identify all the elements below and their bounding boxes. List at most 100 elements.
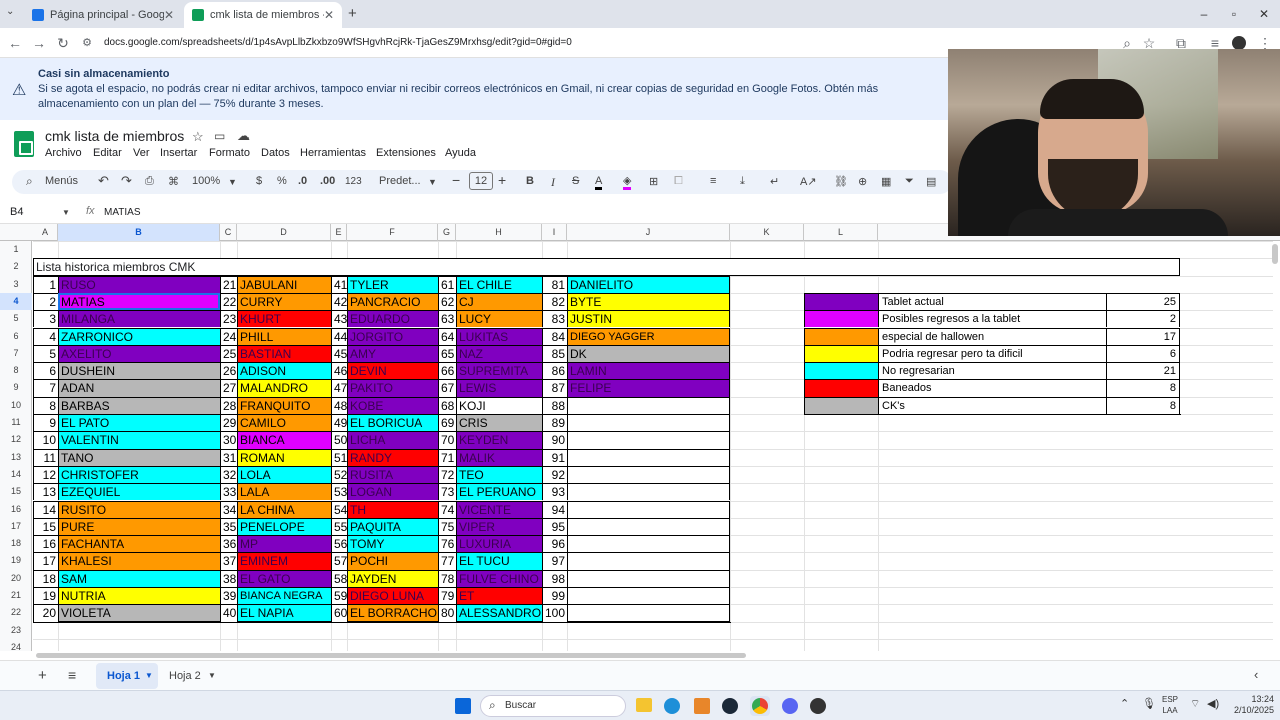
member-name[interactable]: RANDY [347,448,438,466]
profile-avatar[interactable] [1232,36,1246,50]
member-number[interactable]: 63 [438,310,456,328]
back-icon[interactable]: ← [8,35,22,51]
steam-icon[interactable] [722,698,738,714]
member-number[interactable]: 6 [33,362,58,380]
member-name[interactable] [567,604,730,622]
member-number[interactable]: 11 [33,448,58,466]
member-name[interactable]: EL PERUANO [456,483,542,501]
member-name[interactable]: TH [347,500,438,518]
member-number[interactable]: 95 [542,517,567,536]
member-name[interactable]: DIEGO LUNA [347,587,438,605]
member-number[interactable]: 67 [438,379,456,397]
member-name[interactable]: AXELITO [58,344,220,363]
row-header-17[interactable]: 17 [10,520,21,531]
discord-icon[interactable] [782,698,798,714]
extensions-icon[interactable]: ⧉ [1176,35,1186,51]
legend-swatch[interactable] [804,396,878,414]
member-name[interactable]: JORGITO [347,327,438,345]
legend-count[interactable]: 21 [1106,362,1180,380]
member-name[interactable]: TEO [456,465,542,484]
member-number[interactable]: 97 [542,552,567,570]
zoom-icon[interactable]: ⌕ [1123,35,1131,51]
legend-count[interactable]: 8 [1106,396,1180,414]
member-number[interactable]: 50 [331,431,347,449]
member-name[interactable]: POCHI [347,552,438,570]
member-number[interactable]: 48 [331,396,347,414]
member-number[interactable]: 80 [438,604,456,622]
member-name[interactable]: TANO [58,448,220,466]
member-number[interactable]: 56 [331,535,347,553]
member-number[interactable]: 7 [33,379,58,397]
member-name[interactable]: ADAN [58,379,220,397]
system-tray-chevron-icon[interactable]: ⌃ [1120,698,1130,710]
font-size-increase-icon[interactable]: + [498,172,507,188]
volume-icon[interactable]: ◀) [1207,698,1220,710]
member-name[interactable]: EDUARDO [347,310,438,328]
member-number[interactable]: 25 [220,344,237,363]
member-number[interactable]: 82 [542,292,567,311]
menu-extensiones[interactable]: Extensiones [376,147,436,159]
member-number[interactable]: 100 [542,604,567,622]
row-header-5[interactable]: 5 [13,313,19,324]
member-number[interactable]: 52 [331,465,347,484]
close-tab-icon[interactable]: ✕ [163,8,174,22]
member-name[interactable]: LA CHINA [237,500,331,518]
horizontal-scrollbar[interactable] [36,653,746,658]
member-name[interactable]: LUXURIA [456,535,542,553]
member-number[interactable]: 91 [542,448,567,466]
member-number[interactable]: 24 [220,327,237,345]
member-name[interactable]: PAKITO [347,379,438,397]
member-number[interactable]: 8 [33,396,58,414]
document-title[interactable]: cmk lista de miembros [45,128,185,144]
row-header-7[interactable]: 7 [13,347,19,358]
italic-button[interactable]: I [551,175,555,189]
vertical-scrollbar[interactable] [1272,244,1278,264]
member-name[interactable]: KEYDEN [456,431,542,449]
tab-list-button[interactable]: ⌄ [6,6,15,17]
member-name[interactable]: DUSHEIN [58,362,220,380]
member-name[interactable]: CHRISTOFER [58,465,220,484]
member-number[interactable]: 64 [438,327,456,345]
member-name[interactable]: PURE [58,517,220,536]
column-header-c[interactable]: C [220,224,237,241]
font-size-decrease-icon[interactable]: − [452,172,461,188]
member-name[interactable] [567,483,730,501]
member-number[interactable]: 17 [33,552,58,570]
member-name[interactable]: KOBE [347,396,438,414]
legend-label[interactable]: No regresarian [878,362,1106,380]
member-number[interactable]: 5 [33,344,58,363]
member-name[interactable]: LALA [237,483,331,501]
legend-label[interactable]: Baneados [878,379,1106,397]
member-number[interactable]: 68 [438,396,456,414]
member-number[interactable]: 51 [331,448,347,466]
menu-search[interactable]: Menús [45,175,79,187]
row-header-9[interactable]: 9 [13,382,19,393]
member-number[interactable]: 14 [33,500,58,518]
column-header-l[interactable]: L [804,224,878,241]
insert-comment-icon[interactable]: ⊕ [858,176,868,188]
row-header-24[interactable]: 24 [10,641,21,652]
member-name[interactable]: VIOLETA [58,604,220,622]
new-tab-button[interactable]: + [348,5,357,22]
member-name[interactable]: FELIPE [567,379,730,397]
undo-icon[interactable]: ↶ [98,173,109,188]
legend-count[interactable]: 8 [1106,379,1180,397]
member-number[interactable]: 71 [438,448,456,466]
member-name[interactable]: LUKITAS [456,327,542,345]
member-name[interactable]: VIPER [456,517,542,536]
row-header-22[interactable]: 22 [10,607,21,618]
forward-icon[interactable]: → [32,35,46,51]
member-name[interactable]: SAM [58,569,220,587]
member-name[interactable]: BYTE [567,292,730,311]
member-name[interactable]: TOMY [347,535,438,553]
legend-count[interactable]: 25 [1106,292,1180,311]
member-number[interactable]: 40 [220,604,237,622]
member-name[interactable]: FACHANTA [58,535,220,553]
column-header-b[interactable]: B [58,224,220,241]
member-number[interactable]: 88 [542,396,567,414]
member-name[interactable]: CJ [456,292,542,311]
member-name[interactable]: JAYDEN [347,569,438,587]
member-name[interactable]: PANCRACIO [347,292,438,311]
column-header-a[interactable]: A [33,224,58,241]
fill-color-icon[interactable]: ◈ [623,175,632,190]
